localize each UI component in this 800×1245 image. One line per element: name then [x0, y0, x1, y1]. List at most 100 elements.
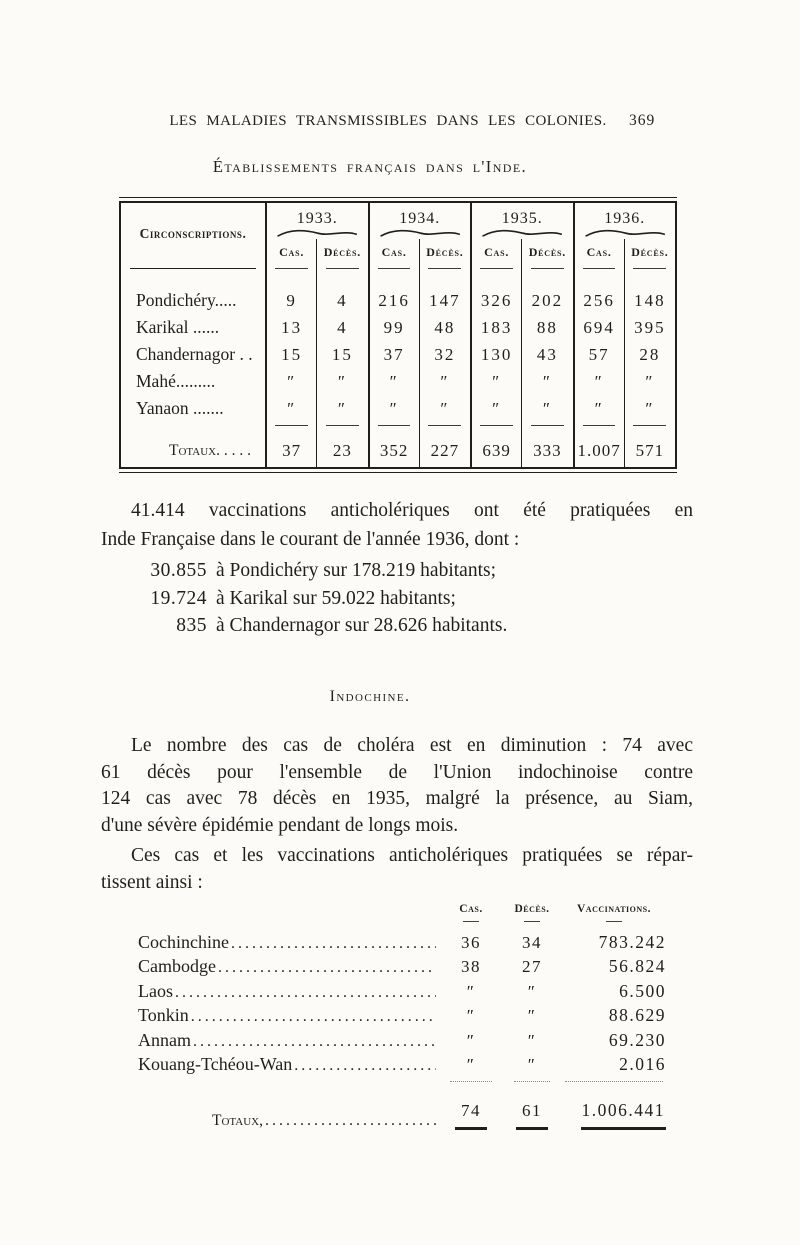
row-label: Annam [138, 1030, 438, 1051]
totals-vaccinations: 1.006.441 [560, 1100, 668, 1130]
header-divider [121, 265, 265, 287]
table-cell: 130 [470, 341, 521, 368]
table-cell: 15 [316, 341, 367, 368]
cell-cas: ″ [466, 981, 476, 1001]
row-label: Pondichéry..... [136, 290, 237, 310]
paragraph-line: d'une sévère épidémie pendant de longs m… [101, 814, 459, 836]
sub-header-deces: Décès. [521, 239, 572, 265]
totals-value: 639 [470, 434, 521, 467]
row-label: Cambodge [138, 956, 438, 977]
table-cell: ″ [316, 368, 367, 395]
table-cell: ″ [521, 368, 572, 395]
header-divider [367, 265, 419, 287]
column-header-vaccinations: Vaccinations. [577, 903, 651, 915]
paragraph-line: 41.414 vaccinations anticholériques ont … [131, 500, 693, 521]
totals-value: 1.007 [572, 434, 624, 467]
totals-divider [438, 1075, 504, 1088]
column-header-cas: Cas. [459, 903, 483, 915]
table-cell: 37 [367, 341, 419, 368]
india-table-grid: Circonscriptions. 1933. 1934. 1935. 1936… [119, 201, 677, 469]
sub-header-deces: Décès. [623, 239, 675, 265]
territory-name: Cochinchine [138, 931, 229, 952]
row-label: Cochinchine [138, 932, 438, 953]
sub-header-cas: Cas. [265, 239, 316, 265]
cell-vaccinations: 88.629 [608, 1005, 666, 1025]
totals-value: 333 [521, 434, 572, 467]
sub-header-cas: Cas. [367, 239, 419, 265]
header-divider [521, 265, 572, 287]
column-header-deces: Décès. [514, 903, 550, 915]
indochine-statistics-table: Cas. Décès. Vaccinations. Cochinchine 36… [138, 897, 668, 1130]
cell-deces: ″ [527, 1055, 537, 1074]
list-item-text: à Chandernagor sur 28.626 habitants. [216, 615, 508, 636]
list-item-number: 19.724 [150, 587, 207, 609]
table-cell: 32 [418, 341, 470, 368]
paragraph-line: tissent ainsi : [101, 872, 203, 893]
cell-deces: 27 [522, 957, 542, 976]
table-cell: 694 [572, 314, 624, 341]
paragraph-line: 61 décès pour l'ensemble de l'Union indo… [101, 761, 693, 783]
table-cell: ″ [265, 368, 316, 395]
totals-divider [470, 422, 521, 434]
year-label: 1936. [604, 209, 646, 227]
header-divider [470, 265, 521, 287]
totals-divider [418, 422, 470, 434]
list-item-text: à Pondichéry sur 178.219 habitants; [216, 560, 496, 581]
table-cell: 4 [316, 287, 367, 314]
paragraph-line: Ces cas et les vaccinations anticholériq… [131, 845, 693, 866]
header-divider [265, 265, 316, 287]
year-brace-icon [482, 229, 563, 237]
totals-divider [572, 422, 624, 434]
table-cell: 256 [572, 287, 624, 314]
table-cell: 326 [470, 287, 521, 314]
year-header-1935: 1935. [470, 203, 573, 239]
table-cell: 395 [623, 314, 675, 341]
list-item-number: 30.855 [150, 560, 207, 581]
header-dash [560, 915, 668, 928]
year-header-1933: 1933. [265, 203, 368, 239]
leader-dots [218, 959, 436, 977]
table-cell: ″ [470, 395, 521, 422]
table-cell: 147 [418, 287, 470, 314]
totals-value: 23 [316, 434, 367, 467]
table-cell: ″ [316, 395, 367, 422]
list-item: 19.724 à Karikal sur 59.022 habitants; [101, 585, 507, 613]
list-item-text: à Karikal sur 59.022 habitants; [216, 587, 456, 609]
totals-label-row: Totaux, [138, 1112, 438, 1130]
table-cell: 43 [521, 341, 572, 368]
header-divider [316, 265, 367, 287]
totals-label: Totaux. . . . . [169, 441, 251, 459]
table-cell: ″ [572, 395, 624, 422]
table-cell: 99 [367, 314, 419, 341]
territory-name: Tonkin [138, 1005, 189, 1025]
table-cell: ″ [623, 368, 675, 395]
year-header-1934: 1934. [367, 203, 471, 239]
paragraph-line: Le nombre des cas de choléra est en dimi… [131, 735, 693, 756]
india-statistics-table: Circonscriptions. 1933. 1934. 1935. 1936… [119, 197, 677, 473]
row-label: Karikal ...... [136, 317, 220, 337]
table-cell: 15 [265, 341, 316, 368]
table-cell: 148 [623, 287, 675, 314]
list-item-number: 835 [176, 615, 207, 636]
totals-value: 61 [516, 1101, 548, 1130]
cell-cas: ″ [466, 1030, 476, 1050]
cell-cas: 36 [461, 932, 481, 952]
header-divider [623, 265, 675, 287]
totals-divider [316, 422, 367, 434]
repartition-paragraph: Ces cas et les vaccinations anticholériq… [101, 842, 693, 896]
table-cell: ″ [623, 395, 675, 422]
year-brace-icon [277, 229, 358, 237]
leader-dots [193, 1033, 436, 1051]
row-label: Laos [138, 981, 438, 1002]
cell-cas: ″ [466, 1055, 476, 1074]
territory-name: Annam [138, 1029, 191, 1050]
totals-value: 571 [623, 434, 675, 467]
table-cell: 9 [265, 287, 316, 314]
sub-header-deces: Décès. [418, 239, 470, 265]
totals-value: 37 [265, 434, 316, 467]
cell-deces: 34 [522, 932, 542, 952]
year-brace-icon [584, 229, 665, 237]
table-cell: 48 [418, 314, 470, 341]
totals-divider [265, 422, 316, 434]
